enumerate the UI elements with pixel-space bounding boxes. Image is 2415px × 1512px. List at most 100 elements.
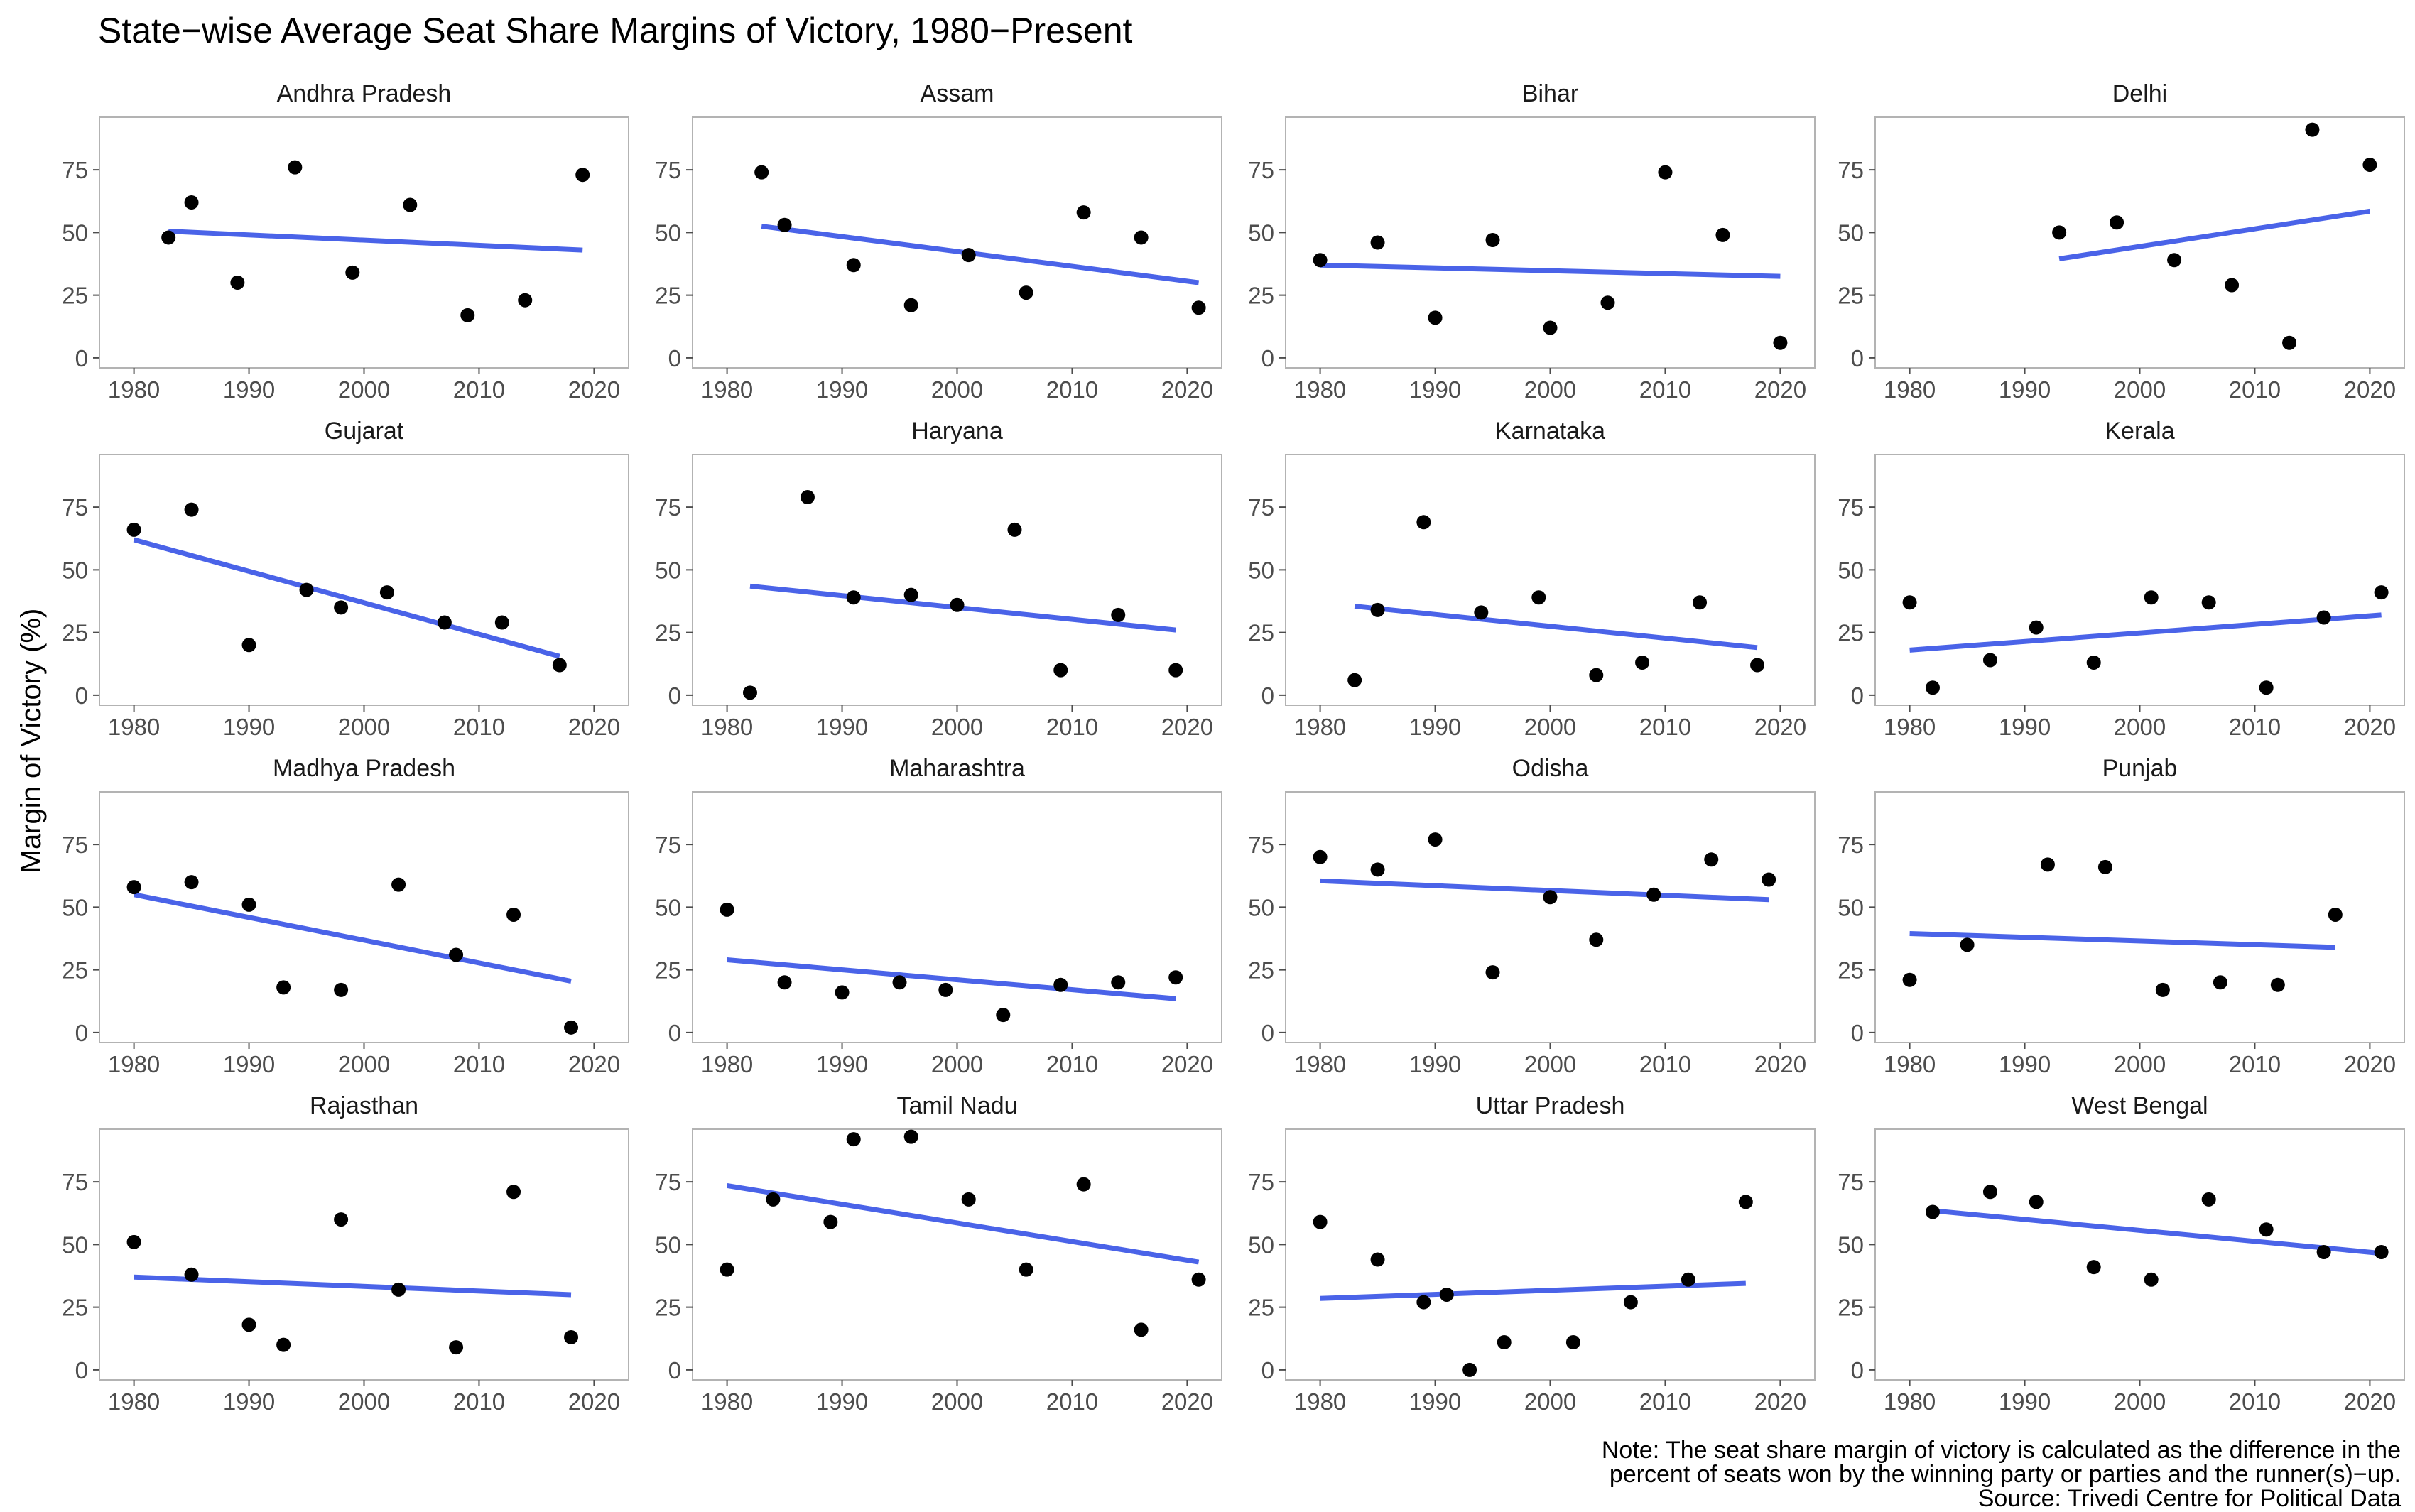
data-point (903, 587, 918, 602)
note-line-1: Note: The seat share margin of victory i… (1601, 1437, 2401, 1464)
data-point (1715, 227, 1730, 242)
data-point (1168, 663, 1183, 678)
panel-title-delhi: Delhi (2112, 80, 2167, 107)
x-tick-label: 2020 (1754, 714, 1806, 740)
y-tick-label: 0 (668, 1020, 681, 1046)
data-point (2052, 225, 2067, 240)
y-tick-label: 75 (1248, 157, 1274, 183)
data-point (2040, 857, 2055, 872)
y-tick-label: 50 (655, 219, 681, 246)
data-point (2167, 253, 2182, 268)
y-tick-label: 50 (62, 219, 88, 246)
data-point (1646, 887, 1661, 902)
data-point (449, 947, 464, 962)
data-point (1076, 1177, 1091, 1192)
panel-west-bengal: West Bengal 0 25 50 75 1980 1990 2000 2010 2020 (1838, 1092, 2405, 1415)
panel-frame (1285, 791, 1816, 1043)
panel-punjab: Punjab 0 25 50 75 1980 1990 2000 2010 2020 (1838, 755, 2405, 1077)
data-point (288, 160, 303, 175)
data-point (552, 658, 567, 673)
y-tick-label: 50 (1838, 557, 1864, 583)
panel-rajasthan: Rajasthan 0 25 50 75 1980 1990 2000 2010 2020 (62, 1092, 629, 1415)
data-point (1313, 253, 1328, 268)
data-point (1497, 1335, 1512, 1350)
data-point (1600, 295, 1615, 310)
data-point (1543, 890, 1558, 905)
x-tick-label: 2000 (1524, 1388, 1576, 1415)
data-point (1623, 1295, 1638, 1310)
data-point (460, 308, 475, 322)
data-point (1589, 932, 1604, 947)
y-tick-label: 0 (1261, 1357, 1274, 1383)
x-tick-label: 1990 (223, 1388, 275, 1415)
data-point (2316, 610, 2331, 625)
data-point (494, 615, 509, 630)
data-point (564, 1020, 579, 1035)
data-point (823, 1214, 838, 1229)
x-tick-label: 1990 (223, 376, 275, 403)
data-point (518, 293, 533, 308)
y-tick-label: 0 (75, 1020, 88, 1046)
x-tick-label: 2020 (568, 1388, 620, 1415)
data-point (2362, 158, 2377, 173)
panel-title-bihar: Bihar (1522, 80, 1578, 107)
data-point (2316, 1244, 2331, 1259)
data-point (575, 168, 590, 183)
x-tick-label: 1990 (1409, 714, 1461, 740)
trend-line-assam (761, 224, 1200, 285)
panel-uttar-pradesh: Uttar Pradesh 0 25 50 75 1980 1990 2000 2010 2020 (1248, 1092, 1816, 1415)
panel-title-assam: Assam (921, 80, 994, 107)
x-tick-label: 2020 (568, 1051, 620, 1077)
panel-frame (1874, 1128, 2405, 1381)
data-point (766, 1192, 781, 1207)
data-point (345, 265, 360, 280)
data-point (506, 907, 521, 922)
data-point (1693, 595, 1708, 610)
panel-gujarat: Gujarat 0 25 50 75 1980 1990 2000 2010 2020 (62, 418, 629, 740)
data-point (1019, 1262, 1033, 1277)
data-point (2029, 620, 2044, 635)
data-point (1370, 862, 1385, 877)
x-tick-label: 1990 (816, 714, 868, 740)
y-tick-label: 50 (655, 557, 681, 583)
data-point (2155, 982, 2170, 997)
data-point (1902, 595, 1917, 610)
x-tick-label: 1980 (701, 1388, 753, 1415)
panel-haryana: Haryana 0 25 50 75 1980 1990 2000 2010 2020 (655, 418, 1222, 740)
data-point (1439, 1287, 1454, 1302)
y-tick-label: 25 (1248, 957, 1274, 984)
x-tick-label: 2010 (1046, 1051, 1098, 1077)
data-point (1462, 1362, 1477, 1377)
x-tick-label: 2000 (338, 376, 390, 403)
x-tick-label: 2000 (2114, 1388, 2166, 1415)
data-point (1428, 310, 1443, 325)
x-tick-label: 2010 (2229, 714, 2281, 740)
x-tick-label: 2020 (1754, 1388, 1806, 1415)
x-tick-label: 2010 (2229, 1388, 2281, 1415)
data-point (1474, 605, 1489, 620)
panel-tamil-nadu: Tamil Nadu 0 25 50 75 1980 1990 2000 2010 2020 (655, 1092, 1222, 1415)
trend-line-west-bengal (1932, 1208, 2382, 1256)
x-tick-label: 2020 (1161, 714, 1213, 740)
x-tick-label: 1980 (1294, 376, 1346, 403)
x-tick-label: 1990 (816, 1388, 868, 1415)
x-tick-label: 1980 (108, 1388, 160, 1415)
panel-title-gujarat: Gujarat (325, 418, 404, 445)
x-tick-label: 2000 (1524, 376, 1576, 403)
data-point (1902, 972, 1917, 987)
y-tick-label: 25 (655, 283, 681, 309)
data-point (2201, 595, 2216, 610)
data-point (754, 165, 769, 180)
panel-title-kerala: Kerala (2105, 418, 2174, 445)
trend-line-uttar-pradesh (1320, 1280, 1746, 1301)
data-point (1134, 1322, 1149, 1337)
panel-title-tamil-nadu: Tamil Nadu (896, 1092, 1017, 1119)
x-tick-label: 1980 (701, 376, 753, 403)
trend-line-rajasthan (134, 1274, 572, 1298)
panel-kerala: Kerala 0 25 50 75 1980 1990 2000 2010 2020 (1838, 418, 2405, 740)
data-point (2110, 215, 2124, 230)
data-point (2029, 1195, 2044, 1209)
x-tick-label: 2000 (2114, 714, 2166, 740)
data-point (1658, 165, 1673, 180)
data-point (1053, 663, 1068, 678)
